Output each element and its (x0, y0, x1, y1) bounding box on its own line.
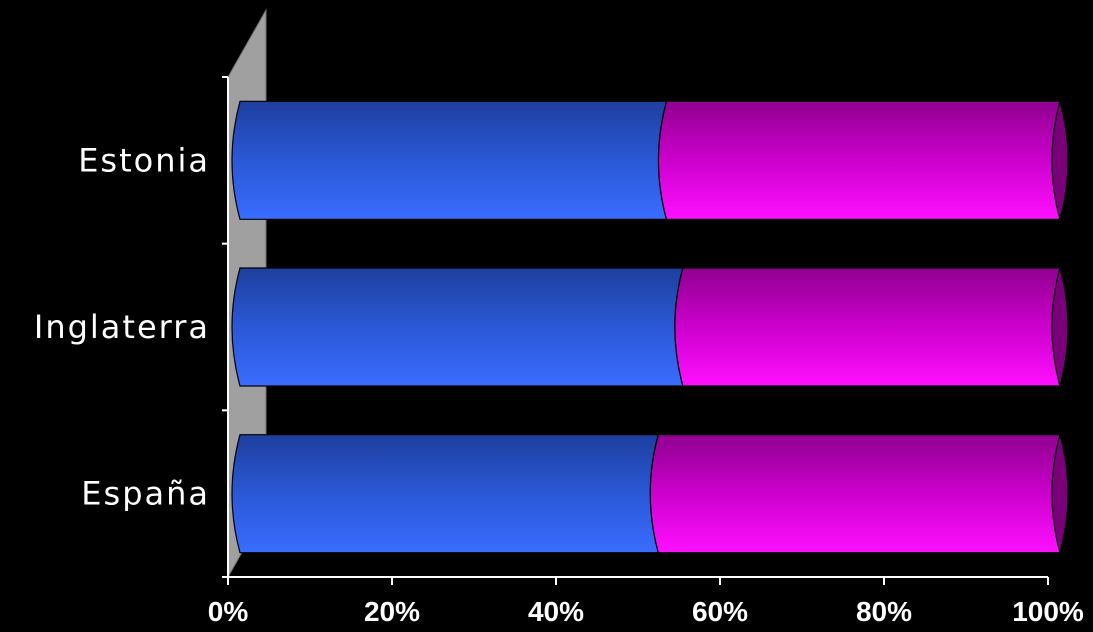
category-label: Inglaterra (34, 308, 210, 346)
bar-españa-series-2 (649, 434, 1061, 554)
x-tick-label: 100% (1012, 596, 1084, 627)
bar-españa-series-1 (231, 434, 659, 554)
x-tick-label: 80% (856, 596, 912, 627)
x-tick-label: 40% (528, 596, 584, 627)
x-tick-labels: 0% 20% 40% 60% 80% 100% (208, 596, 1084, 627)
bar-end-cap (1051, 432, 1069, 555)
category-label: Estonia (78, 141, 210, 179)
bar-estonia-series-1 (231, 100, 668, 220)
category-label: España (81, 475, 210, 513)
x-tick-label: 20% (364, 596, 420, 627)
bar-end-cap (1051, 99, 1069, 222)
bar-inglaterra-series-2 (674, 267, 1061, 387)
bars-group (231, 99, 1069, 555)
category-labels: Estonia Inglaterra España (34, 141, 210, 513)
bar-estonia-series-2 (657, 100, 1061, 220)
x-axis-ticks (227, 577, 1049, 585)
x-tick-label: 60% (692, 596, 748, 627)
bar-inglaterra-series-1 (231, 267, 684, 387)
x-tick-label: 0% (208, 596, 249, 627)
bar-end-cap (1051, 265, 1069, 389)
